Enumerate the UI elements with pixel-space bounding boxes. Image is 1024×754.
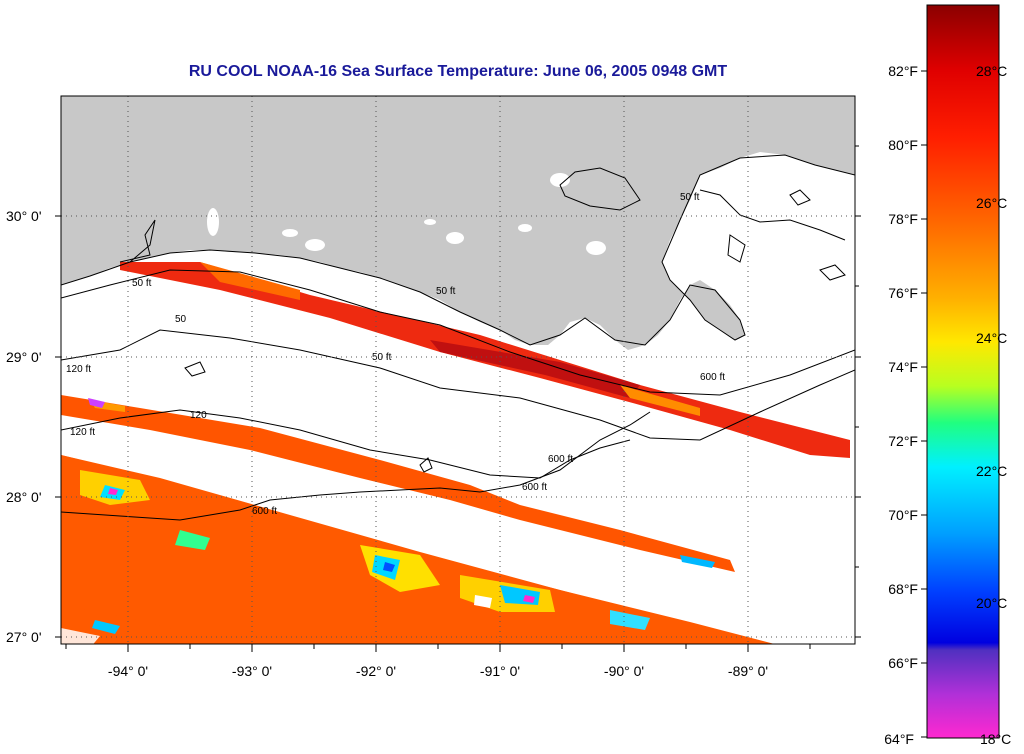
contour-label: 120 ft	[70, 427, 95, 438]
colorbar-c-label: 20°C	[976, 595, 1007, 611]
colorbar-f-label: 66°F	[888, 655, 918, 671]
contour-label: 50	[175, 314, 187, 325]
lon-label: -92° 0'	[356, 663, 396, 679]
contour-label: 120	[190, 410, 207, 421]
lat-label: 27° 0'	[6, 629, 42, 645]
contour-label: 600 ft	[252, 506, 277, 517]
colorbar-f-label: 74°F	[888, 359, 918, 375]
plot-frame	[60, 95, 856, 645]
colorbar-f-label: 72°F	[888, 433, 918, 449]
lon-label: -90° 0'	[604, 663, 644, 679]
lat-label: 29° 0'	[6, 349, 42, 365]
contour-label: 600 ft	[700, 372, 725, 383]
colorbar-c-label: 24°C	[976, 330, 1007, 346]
sst-swaths	[61, 262, 850, 644]
colorbar-c-label: 22°C	[976, 463, 1007, 479]
contour-label: 120 ft	[66, 364, 91, 375]
colorbar-f-label: 80°F	[888, 137, 918, 153]
lon-label: -89° 0'	[728, 663, 768, 679]
lon-label: -94° 0'	[108, 663, 148, 679]
coastline	[61, 154, 855, 346]
colorbar-c-label: 18°C	[980, 731, 1011, 747]
colorbar-f-label: 68°F	[888, 581, 918, 597]
contour-label: 50 ft	[132, 278, 152, 289]
lat-label: 30° 0'	[6, 208, 42, 224]
inland-lakes	[207, 173, 606, 255]
lon-label: -91° 0'	[480, 663, 520, 679]
colorbar-c-label: 26°C	[976, 195, 1007, 211]
contour-label: 50 ft	[680, 192, 700, 203]
colorbar-f-label: 82°F	[888, 63, 918, 79]
colorbar-f-label: 78°F	[888, 211, 918, 227]
colorbar-ticks	[921, 70, 927, 738]
map-title: RU COOL NOAA-16 Sea Surface Temperature:…	[188, 63, 728, 80]
lat-label: 28° 0'	[6, 489, 42, 505]
colorbar	[926, 4, 1000, 739]
depth-contours	[61, 167, 855, 521]
colorbar-f-label: 70°F	[888, 507, 918, 523]
land-mass	[61, 96, 855, 350]
colorbar-f-label: 64°F	[884, 731, 914, 747]
contour-label: 600 ft	[522, 482, 547, 493]
axis-ticks	[55, 145, 861, 652]
colorbar-f-label: 76°F	[888, 285, 918, 301]
lon-label: -93° 0'	[232, 663, 272, 679]
colorbar-c-label: 28°C	[976, 63, 1007, 79]
contour-label: 50 ft	[436, 286, 456, 297]
contour-label: 600 ft	[548, 454, 573, 465]
